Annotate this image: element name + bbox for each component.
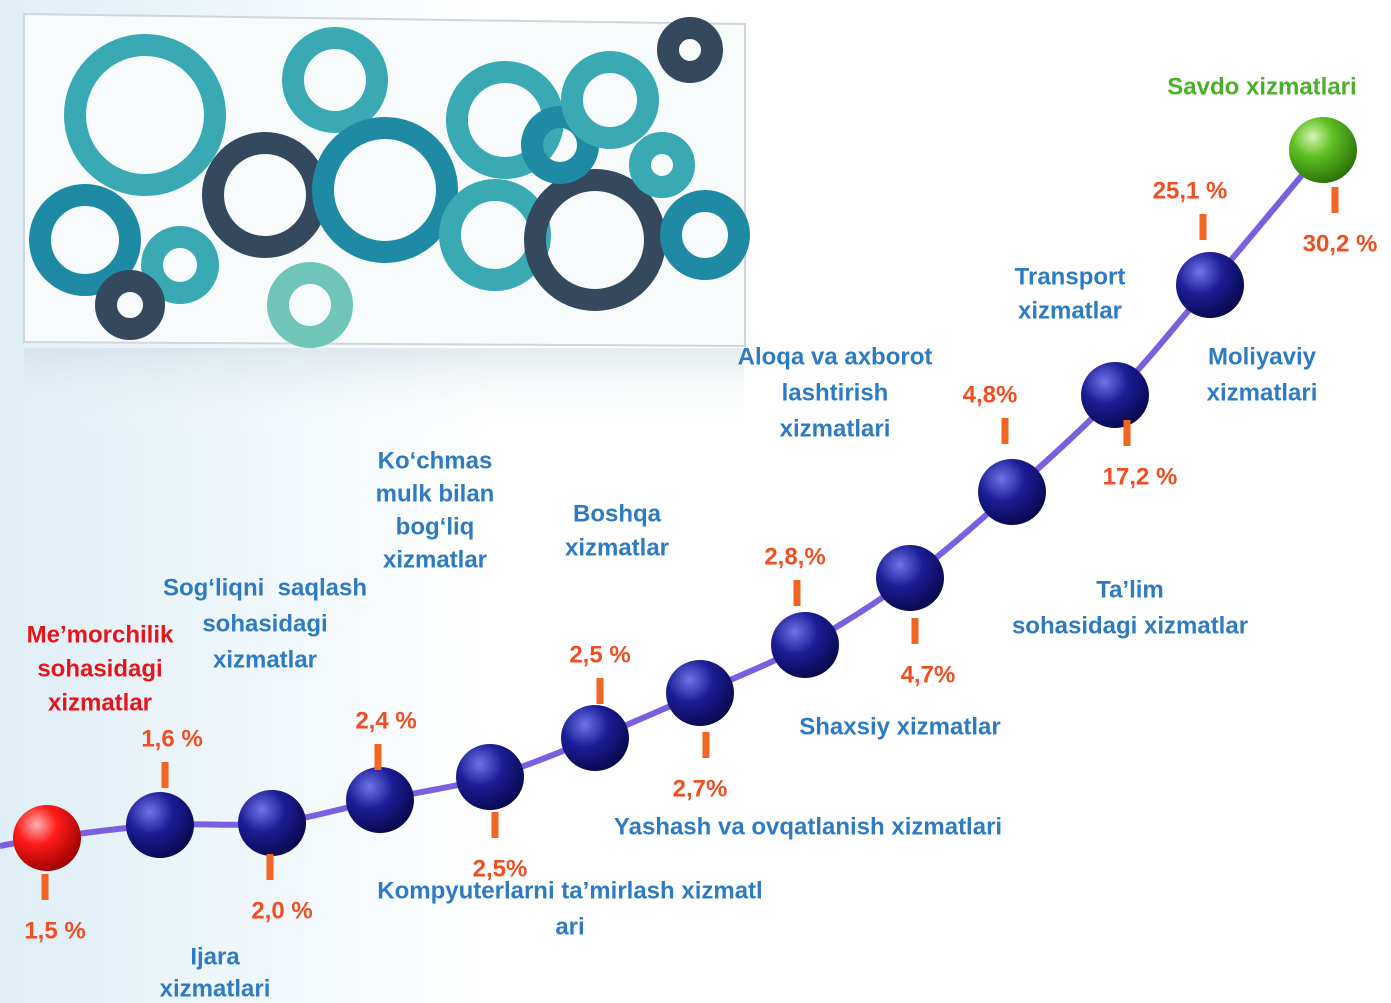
service-label: Yashash va ovqatlanish xizmatlari	[614, 813, 1002, 840]
percent-label: 17,2 %	[1103, 463, 1178, 490]
tick	[374, 744, 382, 770]
service-label: Ko‘chmas	[378, 447, 493, 474]
ball	[1176, 252, 1244, 318]
ball	[978, 459, 1046, 525]
service-label: Me’morchilik	[27, 621, 174, 648]
ball	[666, 660, 734, 726]
ball	[126, 792, 194, 858]
service-label: xizmatlar	[383, 546, 487, 573]
service-label: ari	[555, 913, 584, 940]
percent-label: 30,2 %	[1303, 230, 1378, 257]
percent-label: 2,5%	[473, 855, 528, 882]
service-label: xizmatlar	[565, 534, 669, 561]
tick	[161, 762, 169, 788]
tick	[41, 874, 49, 900]
tick	[793, 580, 801, 606]
tick	[1123, 420, 1131, 446]
service-label: Boshqa	[573, 500, 662, 527]
service-label: Sog‘liqni saqlash	[163, 574, 367, 601]
service-label: Aloqa va axborot	[738, 343, 933, 370]
ball	[456, 744, 524, 810]
service-label: xizmatlari	[1207, 379, 1318, 406]
service-label: bog‘liq	[396, 513, 475, 540]
illustration	[23, 12, 750, 438]
percent-label: 25,1 %	[1153, 177, 1228, 204]
tick	[596, 678, 604, 704]
tick	[1331, 187, 1339, 213]
percent-label: 1,6 %	[141, 725, 202, 752]
service-label: sohasidagi	[37, 655, 162, 682]
service-label: mulk bilan	[376, 480, 495, 507]
ball	[1289, 117, 1357, 183]
ball	[771, 612, 839, 678]
service-label: xizmatlari	[160, 975, 271, 1002]
ball	[561, 705, 629, 771]
service-label: Moliyaviy	[1208, 343, 1317, 370]
service-label: Ta’lim	[1096, 576, 1164, 603]
percent-label: 2,4 %	[355, 707, 416, 734]
percent-label: 2,0 %	[251, 897, 312, 924]
service-label: sohasidagi xizmatlar	[1012, 612, 1248, 639]
tick	[491, 812, 499, 838]
percent-label: 1,5 %	[24, 917, 85, 944]
percent-label: 2,7%	[673, 775, 728, 802]
ball	[13, 805, 81, 871]
percent-label: 2,5 %	[569, 641, 630, 668]
tick	[266, 854, 274, 880]
percent-label: 4,8%	[963, 381, 1018, 408]
service-label: lashtirish	[782, 379, 889, 406]
service-label: xizmatlar	[213, 646, 317, 673]
service-label: xizmatlar	[1018, 297, 1122, 324]
percent-label: 2,8,%	[764, 543, 825, 570]
service-label: Savdo xizmatlari	[1167, 73, 1356, 100]
ball	[238, 790, 306, 856]
tick	[1001, 418, 1009, 444]
tick	[911, 618, 919, 644]
service-label: Ijara	[190, 943, 240, 970]
tick	[702, 732, 710, 758]
ball	[1081, 362, 1149, 428]
tick	[1199, 214, 1207, 240]
ball	[346, 767, 414, 833]
ball	[876, 545, 944, 611]
service-label: sohasidagi	[202, 610, 327, 637]
percent-label: 4,7%	[901, 661, 956, 688]
service-label: Transport	[1015, 263, 1126, 290]
service-label: xizmatlari	[780, 415, 891, 442]
service-label: Kompyuterlarni ta’mirlash xizmatl	[377, 877, 762, 904]
service-label: Shaxsiy xizmatlar	[799, 713, 1000, 740]
service-label: xizmatlar	[48, 689, 152, 716]
